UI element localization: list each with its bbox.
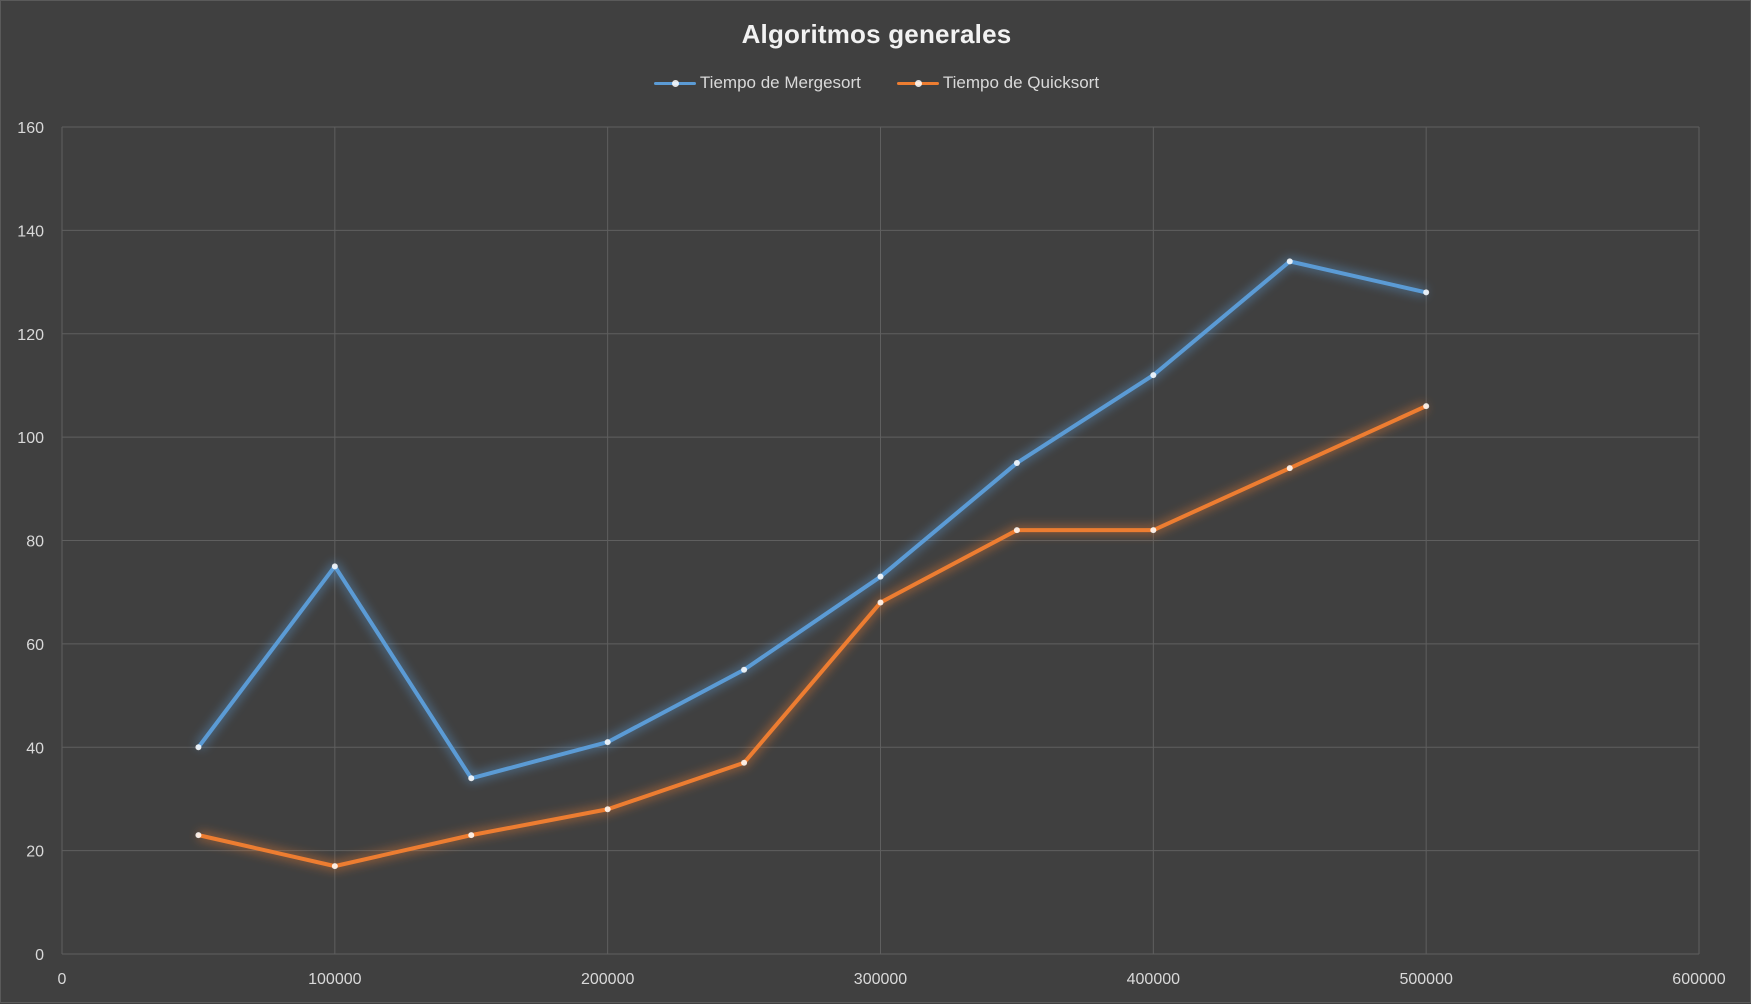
- x-tick-label-100000: 100000: [308, 971, 361, 988]
- x-tick-label-0: 0: [58, 971, 67, 988]
- series-line-tiempo-de-quicksort: [196, 404, 1429, 869]
- y-tick-label-80: 80: [26, 534, 44, 551]
- data-point-tiempo-de-mergesort-4: [741, 666, 748, 673]
- data-point-tiempo-de-mergesort-6: [1013, 459, 1020, 466]
- data-point-tiempo-de-quicksort-3: [604, 806, 611, 813]
- tick-labels: 0 20 40 60 80 100 120 140 160 0 100000 200000 300000…: [17, 120, 1726, 988]
- data-point-tiempo-de-mergesort-3: [604, 739, 611, 746]
- y-tick-label-140: 140: [17, 223, 44, 240]
- legend-swatch-mergesort: [653, 76, 696, 90]
- data-point-tiempo-de-quicksort-2: [468, 832, 475, 839]
- x-tick-label-200000: 200000: [581, 971, 634, 988]
- data-point-tiempo-de-mergesort-0: [195, 744, 202, 751]
- data-point-tiempo-de-mergesort-1: [331, 563, 338, 570]
- series-glow-tiempo-de-mergesort: [194, 256, 1428, 783]
- data-point-tiempo-de-quicksort-7: [1150, 527, 1157, 534]
- x-tick-label-300000: 300000: [854, 971, 907, 988]
- data-point-tiempo-de-mergesort-5: [877, 573, 884, 580]
- series-line-tiempo-de-mergesort: [196, 259, 1429, 781]
- series-tiempo-de-quicksort: [195, 402, 1430, 871]
- data-point-tiempo-de-mergesort-8: [1286, 258, 1293, 265]
- y-tick-label-120: 120: [17, 327, 44, 344]
- data-point-tiempo-de-quicksort-8: [1286, 465, 1293, 472]
- series-tiempo-de-mergesort: [194, 256, 1430, 783]
- y-tick-label-160: 160: [17, 120, 44, 137]
- y-tick-label-0: 0: [35, 947, 44, 964]
- legend-label-mergesort: Tiempo de Mergesort: [699, 73, 861, 92]
- y-tick-label-20: 20: [26, 844, 44, 861]
- legend-label-quicksort: Tiempo de Quicksort: [942, 73, 1100, 92]
- data-point-tiempo-de-quicksort-5: [877, 599, 884, 606]
- legend-marker-quicksort: [914, 80, 922, 87]
- x-tick-label-600000: 600000: [1672, 971, 1725, 988]
- data-point-tiempo-de-quicksort-0: [195, 832, 202, 839]
- data-point-tiempo-de-quicksort-6: [1013, 527, 1020, 534]
- data-point-tiempo-de-mergesort-7: [1150, 372, 1157, 379]
- series-layer: [194, 256, 1430, 871]
- y-tick-label-40: 40: [26, 740, 44, 757]
- legend-item-mergesort: Tiempo de Mergesort: [653, 73, 861, 93]
- data-point-tiempo-de-mergesort-2: [468, 775, 475, 782]
- data-point-tiempo-de-mergesort-9: [1423, 289, 1430, 296]
- data-point-tiempo-de-quicksort-9: [1423, 403, 1430, 410]
- x-tick-label-400000: 400000: [1127, 971, 1180, 988]
- y-tick-label-100: 100: [17, 430, 44, 447]
- chart-legend: Tiempo de Mergesort Tiempo de Quicksort: [1, 73, 1751, 93]
- y-tick-label-60: 60: [26, 637, 44, 654]
- legend-marker-mergesort: [671, 80, 679, 87]
- legend-item-quicksort: Tiempo de Quicksort: [896, 73, 1100, 93]
- data-point-tiempo-de-quicksort-1: [331, 863, 338, 870]
- chart-title: Algoritmos generales: [741, 19, 1012, 49]
- legend-swatch-quicksort: [896, 76, 939, 90]
- data-point-tiempo-de-quicksort-4: [741, 759, 748, 766]
- x-tick-label-500000: 500000: [1399, 971, 1452, 988]
- grid-layer: [61, 126, 1700, 955]
